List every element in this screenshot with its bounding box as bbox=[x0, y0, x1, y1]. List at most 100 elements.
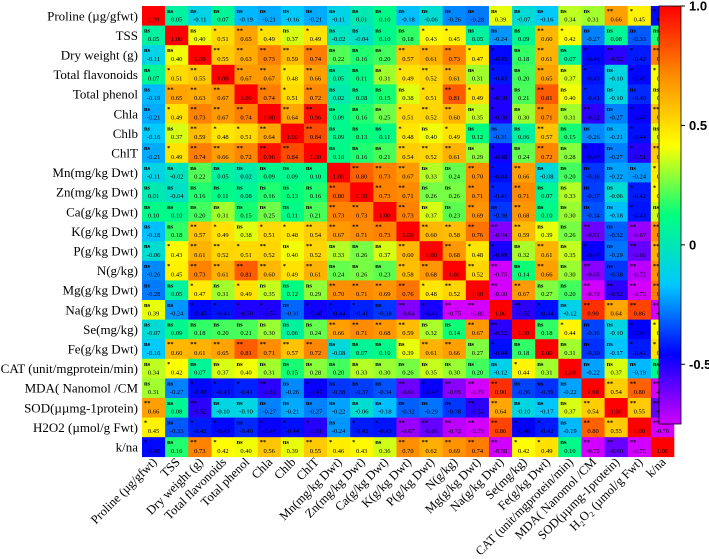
cell-fill bbox=[627, 45, 652, 66]
cell-fill bbox=[604, 280, 629, 301]
heatmap-cell: ns-0.10 bbox=[211, 398, 235, 418]
cell-value: -0.10 bbox=[609, 75, 623, 82]
cell-significance: ** bbox=[514, 282, 521, 289]
heatmap-cell: **-0.52 bbox=[257, 378, 282, 399]
heatmap-cell: ns0.27 bbox=[535, 280, 559, 301]
cell-fill bbox=[350, 417, 374, 438]
cell-fill bbox=[535, 319, 559, 340]
cell-significance: ** bbox=[306, 224, 313, 231]
cell-value: -0.31 bbox=[286, 311, 300, 318]
cell-value: 1.00 bbox=[240, 95, 251, 102]
cell-significance: * bbox=[583, 145, 586, 152]
cell-value: 0.69 bbox=[449, 448, 460, 455]
heatmap-cell: ns0.20 bbox=[373, 45, 397, 66]
cell-value: 0.10 bbox=[148, 213, 159, 220]
cell-value: -0.47 bbox=[262, 428, 276, 435]
heatmap-cell: ns0.31 bbox=[142, 378, 166, 399]
cell-value: -0.34 bbox=[586, 213, 600, 220]
cell-significance: ns bbox=[237, 8, 244, 15]
cell-value: 0.52 bbox=[472, 271, 483, 278]
heatmap-cell: **0.66 bbox=[142, 398, 166, 418]
cell-value: 0.73 bbox=[379, 193, 390, 200]
cell-significance: ** bbox=[260, 243, 267, 250]
cell-fill bbox=[558, 339, 582, 360]
heatmap-cell: *-0.44 bbox=[280, 417, 305, 438]
cell-fill bbox=[234, 398, 258, 418]
cell-significance: ns bbox=[167, 322, 174, 329]
cell-significance: ** bbox=[537, 67, 544, 74]
cell-significance: ** bbox=[653, 282, 660, 289]
heatmap-cell: **0.71 bbox=[465, 182, 490, 203]
cell-significance: ** bbox=[468, 224, 475, 231]
heatmap-cell: **0.84 bbox=[303, 123, 328, 144]
cell-significance: * bbox=[167, 106, 170, 113]
cell-fill bbox=[535, 221, 559, 242]
cell-value: 0.44 bbox=[564, 330, 576, 337]
cell-value: 0.21 bbox=[240, 330, 251, 337]
cell-significance: ns bbox=[630, 86, 637, 93]
heatmap-cell: ns-0.19 bbox=[142, 84, 166, 105]
heatmap-cell: **-0.80 bbox=[488, 280, 513, 301]
cell-fill bbox=[257, 123, 282, 144]
cell-significance: ns bbox=[375, 67, 382, 74]
heatmap-cell: **0.60 bbox=[442, 104, 467, 124]
cell-fill bbox=[627, 339, 652, 360]
cell-significance: * bbox=[422, 380, 425, 387]
cell-value: 0.37 bbox=[564, 75, 576, 82]
cell-significance: ns bbox=[144, 243, 151, 250]
cell-significance: ** bbox=[607, 8, 614, 15]
heatmap-cell: ns0.16 bbox=[257, 182, 282, 203]
cell-value: 0.31 bbox=[217, 213, 228, 220]
cell-fill bbox=[142, 123, 166, 144]
cell-significance: ** bbox=[583, 282, 590, 289]
cell-value: 0.59 bbox=[402, 330, 413, 337]
heatmap-cell: **0.60 bbox=[396, 241, 420, 262]
cell-value: 0.40 bbox=[564, 95, 575, 102]
heatmap-cell: ns0.40 bbox=[188, 25, 212, 46]
cell-value: -0.88 bbox=[494, 448, 508, 455]
heatmap-cell: ns-0.16 bbox=[142, 339, 166, 360]
cell-value: 0.05 bbox=[171, 291, 182, 298]
cell-significance: ** bbox=[607, 47, 614, 54]
cell-value: 0.57 bbox=[194, 232, 206, 239]
cell-significance: ns bbox=[514, 86, 521, 93]
cell-value: 0.80 bbox=[356, 173, 367, 180]
cell-fill bbox=[442, 417, 467, 438]
heatmap-cell: **0.61 bbox=[211, 260, 235, 281]
cell-value: 0.51 bbox=[425, 95, 436, 102]
cell-fill bbox=[581, 6, 605, 26]
heatmap-cell: *-0.50 bbox=[234, 300, 258, 320]
heatmap-cell: ns0.15 bbox=[234, 202, 258, 222]
cell-significance: * bbox=[468, 243, 471, 250]
cell-value: 0.61 bbox=[449, 75, 460, 82]
heatmap-cell: **0.74 bbox=[234, 104, 258, 124]
cell-value: 0.06 bbox=[518, 134, 530, 141]
cell-significance: ** bbox=[190, 439, 197, 446]
cell-value: -0.21 bbox=[147, 154, 161, 161]
cell-fill bbox=[303, 437, 328, 458]
cell-fill bbox=[535, 104, 559, 124]
heatmap-cell: ns-0.07 bbox=[512, 6, 536, 26]
heatmap-cell: ns0.02 bbox=[327, 84, 351, 105]
cell-value: 0.18 bbox=[518, 350, 529, 357]
cell-fill bbox=[604, 221, 629, 242]
cell-value: 1.00 bbox=[287, 134, 298, 141]
cell-fill bbox=[211, 437, 235, 458]
cell-significance: ns bbox=[560, 243, 567, 250]
heatmap-cell: ns0.16 bbox=[165, 437, 189, 458]
cell-value: 0.74 bbox=[310, 56, 322, 63]
heatmap-cell: ns0.21 bbox=[303, 202, 328, 222]
cell-fill bbox=[234, 260, 258, 281]
cell-significance: ** bbox=[422, 420, 429, 427]
cell-significance: ** bbox=[445, 380, 452, 387]
cell-fill bbox=[512, 104, 536, 124]
cell-significance: * bbox=[167, 145, 170, 152]
cell-significance: ns bbox=[398, 361, 405, 368]
cell-fill bbox=[142, 260, 166, 281]
cell-value: 0.15 bbox=[379, 95, 390, 102]
cell-fill bbox=[211, 260, 235, 281]
cell-value: 0.30 bbox=[449, 369, 460, 376]
heatmap-cell: ns-0.22 bbox=[327, 398, 351, 418]
cell-value: 0.42 bbox=[564, 36, 575, 43]
cell-value: 0.09 bbox=[171, 330, 182, 337]
